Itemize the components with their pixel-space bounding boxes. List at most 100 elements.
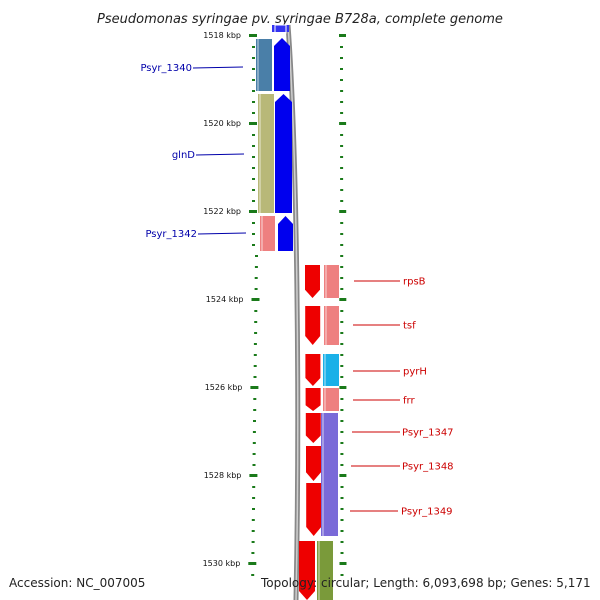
accession-text: Accession: NC_007005 xyxy=(9,576,145,590)
backbone-highlight xyxy=(287,24,299,600)
ruler-major-tick xyxy=(251,298,260,301)
ruler-tick xyxy=(340,321,344,323)
gene-label-psyr_1348: Psyr_1348 xyxy=(402,462,454,473)
cog-box-psyr1342-shade xyxy=(261,216,263,251)
cds-arrow-partial-outline xyxy=(274,24,287,34)
cog-box-psyr1347-1349-shade xyxy=(322,413,324,536)
ruler-tick xyxy=(340,134,344,136)
ruler-tick xyxy=(340,332,344,334)
ruler-tick xyxy=(253,354,257,356)
ruler-major-tick xyxy=(339,298,347,301)
ruler-tick xyxy=(340,90,344,92)
ruler-tick xyxy=(252,486,256,488)
ruler-tick xyxy=(340,464,344,466)
ruler-tick xyxy=(251,541,255,543)
cds-arrow-psyr_1347 xyxy=(305,413,321,443)
ruler-tick xyxy=(252,79,255,81)
ruler-tick xyxy=(340,343,344,345)
leader-line-psyr_1340 xyxy=(192,66,244,69)
ruler-tick xyxy=(340,420,344,422)
ruler-tick xyxy=(340,365,344,367)
cog-box-rpsB xyxy=(324,265,339,298)
cds-arrow-partial-shade xyxy=(272,25,289,32)
gene-label-frr: frr xyxy=(403,396,415,407)
ruler-tick xyxy=(253,365,257,367)
genome-backbone xyxy=(285,24,301,600)
ruler-tick xyxy=(340,310,344,312)
gene-labels: Psyr_1340 glnD Psyr_1342 rpsB tsf pyrH frr Psyr… xyxy=(140,63,453,518)
leader-line-glnd xyxy=(195,153,245,156)
ruler-tick xyxy=(252,68,255,70)
cds-arrow-partial xyxy=(272,25,289,32)
cog-box-psyr1340-shade xyxy=(257,39,259,91)
ruler-tick xyxy=(340,376,344,378)
ruler-major-tick xyxy=(339,122,347,125)
ruler-tick xyxy=(253,420,256,422)
gene-label-glnd: glnD xyxy=(172,150,195,161)
gene-label-tsf: tsf xyxy=(403,321,416,332)
ruler-major-tick xyxy=(339,386,347,389)
ruler-tick xyxy=(340,255,344,257)
ruler-tick xyxy=(340,79,343,81)
ruler-tick xyxy=(252,101,255,103)
cds-arrow-psyr1340 xyxy=(274,38,290,91)
ruler-tick xyxy=(252,222,255,224)
ruler-tick xyxy=(252,244,255,246)
ruler-tick xyxy=(254,288,258,290)
ruler-tick xyxy=(340,552,344,554)
ruler-tick xyxy=(252,112,255,114)
ruler-tick xyxy=(340,409,344,411)
ruler-label: 1518 kbp xyxy=(203,31,241,40)
ruler-tick xyxy=(251,574,255,576)
ruler-tick xyxy=(253,343,257,345)
ruler-tick xyxy=(340,112,344,114)
cds-arrow-glnD xyxy=(275,94,292,213)
ruler-tick xyxy=(340,156,344,158)
ruler-label: 1524 kbp xyxy=(206,295,244,304)
ruler-tick xyxy=(340,398,344,400)
ruler-tick xyxy=(254,332,258,334)
ruler-tick xyxy=(340,222,344,224)
gene-label-pyrh: pyrH xyxy=(403,367,427,378)
cog-box-rpsB-shade xyxy=(325,265,327,298)
ruler-tick xyxy=(251,552,255,554)
gene-label-rpsb: rpsB xyxy=(403,277,426,288)
cog-box-glnD xyxy=(258,94,274,213)
ruler-major-tick xyxy=(339,474,347,477)
cog-box-pyrH-shade xyxy=(324,354,326,386)
ruler-tick xyxy=(340,68,343,70)
ruler-tick xyxy=(340,486,344,488)
ruler-tick xyxy=(254,266,258,268)
gene-features xyxy=(256,24,339,600)
ruler-tick xyxy=(252,442,256,444)
ruler-tick xyxy=(255,255,258,257)
ruler-major-tick xyxy=(250,386,259,389)
ruler-tick xyxy=(340,574,344,576)
ruler-tick xyxy=(253,409,257,411)
ruler-tick xyxy=(340,277,344,279)
ruler-tick xyxy=(340,101,344,103)
ruler-tick xyxy=(252,46,255,48)
cog-box-tsf-shade xyxy=(325,306,327,345)
ruler-tick xyxy=(252,431,256,433)
ruler-tick xyxy=(340,508,344,510)
ruler-tick xyxy=(340,519,344,521)
gene-label-psyr_1340: Psyr_1340 xyxy=(140,63,192,74)
ruler-tick xyxy=(340,530,344,532)
ruler-tick xyxy=(252,90,255,92)
ruler-tick xyxy=(252,178,255,180)
ruler-tick xyxy=(251,530,255,532)
ruler-major-tick xyxy=(339,210,347,213)
ruler-ticks xyxy=(248,34,347,576)
cog-box-glnD-shade xyxy=(259,94,261,213)
cds-arrow-psyr1342 xyxy=(278,216,293,251)
genome-summary-text: Topology: circular; Length: 6,093,698 bp… xyxy=(260,576,591,590)
cds-arrow-tsf xyxy=(305,306,321,345)
cog-box-frr xyxy=(323,388,339,411)
ruler-tick xyxy=(252,189,255,191)
ruler-tick xyxy=(340,541,344,543)
ruler-major-tick xyxy=(249,34,257,37)
ruler-tick xyxy=(340,57,343,59)
ruler-tick xyxy=(252,156,255,158)
